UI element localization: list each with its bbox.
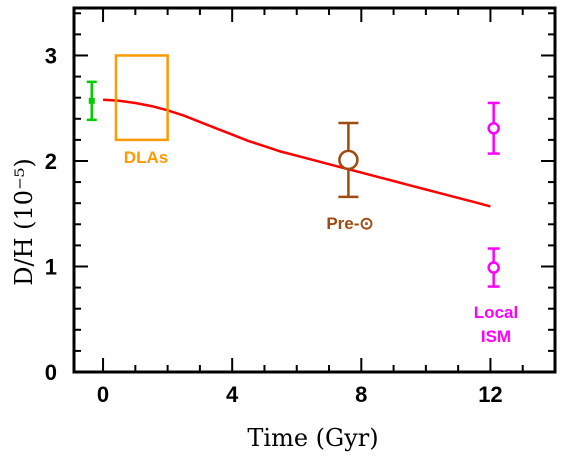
x-axis-title: Time (Gyr): [247, 424, 378, 452]
x-tick-labels: 0 4 8 12: [97, 382, 503, 407]
x-tick-label: 4: [226, 382, 239, 407]
y-tick-label: 3: [45, 43, 57, 68]
x-tick-label: 12: [478, 382, 502, 407]
presolar-marker: [338, 149, 359, 171]
primordial-marker: [88, 97, 95, 104]
x-tick-label: 8: [355, 382, 367, 407]
ism-label-line2: ISM: [481, 327, 511, 346]
ism-label-line1: Local: [474, 303, 518, 322]
y-tick-labels: 0 1 2 3: [45, 43, 57, 385]
dlas-box: [114, 54, 169, 142]
plot-frame: [72, 6, 557, 374]
ism-marker: [487, 122, 500, 135]
y-tick-label: 2: [45, 149, 57, 174]
y-axis-title: D/H (10⁻⁵): [10, 158, 38, 285]
x-tick-label: 0: [97, 382, 109, 407]
ism-marker: [487, 261, 500, 274]
y-tick-label: 0: [45, 360, 57, 385]
y-tick-label: 1: [45, 254, 57, 279]
presolar-label: Pre-⊙: [326, 214, 373, 233]
dlas-label: DLAs: [124, 148, 168, 167]
chart-series: [86, 54, 500, 288]
